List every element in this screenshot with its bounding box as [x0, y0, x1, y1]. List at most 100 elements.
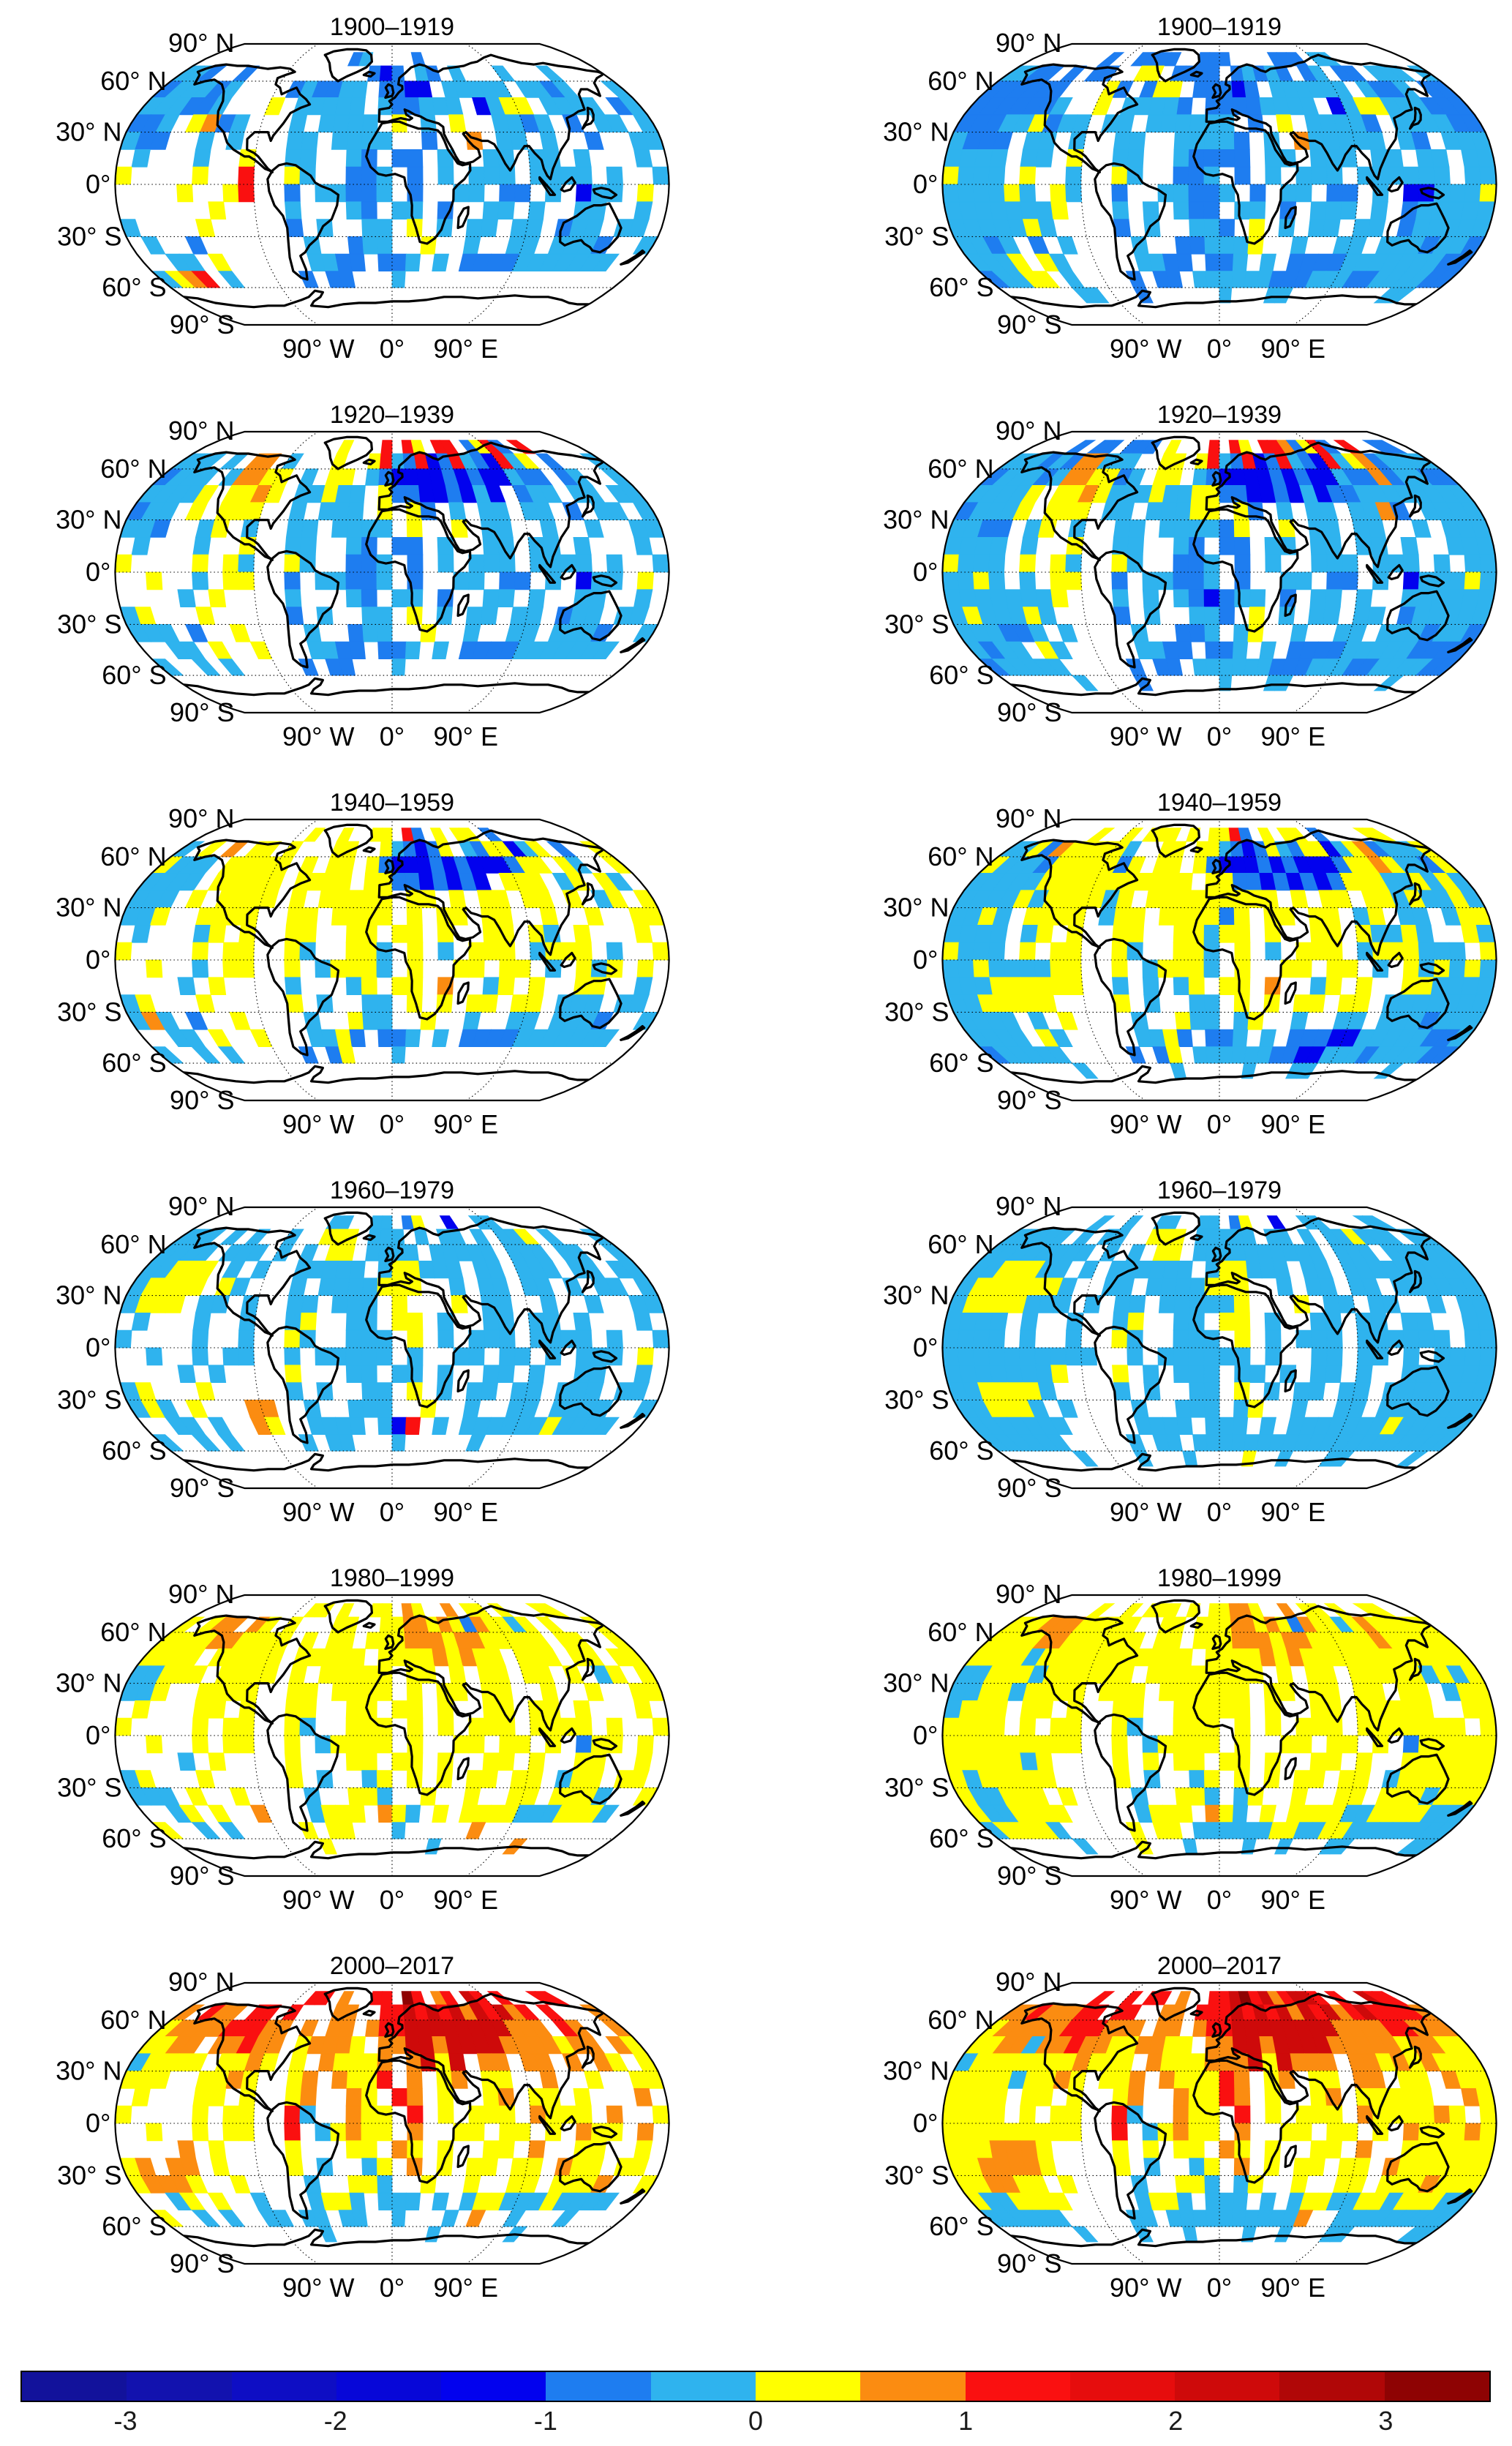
coastline-layer	[1009, 1987, 1473, 2248]
lon-axis-label: 90° E	[1261, 1497, 1325, 1527]
lat-axis-label: 30° N	[56, 505, 121, 535]
lon-axis-label: 90° W	[1110, 334, 1181, 364]
coastline-layer	[182, 1211, 646, 1472]
map-boundary	[941, 1206, 1497, 1490]
lon-axis-label: 90° E	[434, 1109, 498, 1139]
map-title: 1920–1939	[330, 401, 454, 429]
lat-axis-label: 60° N	[928, 454, 993, 484]
lat-axis-label: 90° S	[997, 2248, 1061, 2278]
lat-axis-label: 90° S	[997, 1473, 1061, 1503]
lat-axis-label: 60° S	[929, 1823, 993, 1853]
coastline-layer	[182, 1599, 646, 1860]
lat-axis-label: 60° S	[102, 272, 166, 302]
map-panel-1980-1999-right: 1980–1999 90° N 60° N 30° N 0° 30° S 60° S 90° …	[756, 1551, 1512, 1939]
lon-axis-label: 90° E	[434, 1497, 498, 1527]
lat-axis-label: 60° S	[929, 660, 993, 690]
lat-axis-label: 60° S	[929, 272, 993, 302]
lat-axis-label: 30° N	[883, 893, 949, 923]
lon-axis-label: 90° W	[282, 334, 354, 364]
lon-axis-label: 90° E	[1261, 1109, 1325, 1139]
colorbar-segment-1	[127, 2372, 232, 2401]
lon-axis-label: 90° E	[1261, 334, 1325, 364]
lon-axis-label: 90° W	[1110, 2273, 1181, 2303]
lat-axis-label: 30° N	[56, 893, 121, 923]
coastline-layer	[182, 48, 646, 309]
lat-axis-label: 90° N	[168, 1579, 234, 1609]
colorbar-segment-4	[441, 2372, 546, 2401]
map-panel-1900-1919-left: 1900–1919 90° N 60° N 30° N 0° 30° S 60° S 90° …	[0, 0, 756, 388]
lat-axis-label: 30° S	[884, 221, 949, 251]
lat-axis-label: 30° S	[57, 2160, 121, 2190]
lat-axis-label: 60° N	[928, 2005, 993, 2035]
lat-axis-label: 90° N	[996, 1579, 1061, 1609]
lat-axis-label: 0°	[913, 2108, 938, 2138]
lon-axis-label: 90° E	[1261, 721, 1325, 751]
lat-axis-label: 60° S	[102, 660, 166, 690]
lat-axis-label: 60° S	[102, 1823, 166, 1853]
colorbar-segment-2	[231, 2372, 336, 2401]
coastline-layer	[182, 1987, 646, 2248]
lon-axis-label: 0°	[380, 2273, 405, 2303]
lat-axis-label: 0°	[913, 1720, 938, 1750]
lat-axis-label: 90° N	[168, 1967, 234, 1997]
lat-axis-label: 60° N	[928, 66, 993, 96]
anomaly-cells-layer	[942, 52, 1497, 304]
map-boundary	[941, 430, 1497, 714]
coastline-layer	[182, 823, 646, 1084]
lat-axis-label: 30° S	[57, 1772, 121, 1802]
colorbar-tick-label: -3	[113, 2406, 138, 2436]
coastline-layer	[1009, 48, 1473, 309]
lat-axis-label: 30° S	[57, 1384, 121, 1414]
colorbar-segment-11	[1175, 2372, 1280, 2401]
lat-axis-label: 0°	[86, 169, 110, 199]
lat-axis-label: 90° S	[170, 697, 234, 727]
lat-axis-label: 30° S	[884, 997, 949, 1027]
lat-axis-label: 60° N	[100, 2005, 166, 2035]
lat-axis-label: 30° N	[56, 2056, 121, 2086]
colorbar-segment-12	[1279, 2372, 1385, 2401]
lon-axis-label: 90° E	[434, 1885, 498, 1915]
map-title: 2000–2017	[1157, 1952, 1282, 1980]
map-title: 1940–1959	[330, 789, 454, 817]
lon-axis-label: 90° W	[282, 1497, 354, 1527]
graticule-layer	[942, 1207, 1497, 1488]
lat-axis-label: 90° S	[170, 1861, 234, 1891]
map-boundary	[114, 430, 670, 714]
colorbar-segment-0	[22, 2372, 127, 2401]
map-boundary	[114, 42, 670, 326]
map-panel-1920-1939-right: 1920–1939 90° N 60° N 30° N 0° 30° S 60° S 90° …	[756, 388, 1512, 776]
map-title: 1900–1919	[1157, 13, 1282, 41]
lat-axis-label: 60° N	[100, 454, 166, 484]
anomaly-cells-layer	[115, 1991, 669, 2243]
lat-axis-label: 60° S	[102, 1436, 166, 1466]
lat-axis-label: 0°	[86, 945, 110, 975]
colorbar-segment-9	[965, 2372, 1070, 2401]
lon-axis-label: 90° W	[1110, 721, 1181, 751]
lat-axis-label: 60° N	[100, 66, 166, 96]
lon-axis-label: 90° E	[434, 334, 498, 364]
coastline-layer	[1009, 1599, 1473, 1860]
map-title: 1900–1919	[330, 13, 454, 41]
lon-axis-label: 90° E	[1261, 2273, 1325, 2303]
lat-axis-label: 90° S	[170, 309, 234, 339]
lon-axis-label: 90° E	[434, 721, 498, 751]
map-title: 1980–1999	[330, 1564, 454, 1592]
lon-axis-label: 0°	[380, 1497, 405, 1527]
lon-axis-label: 0°	[1207, 334, 1232, 364]
colorbar-tick-label: -1	[533, 2406, 557, 2436]
map-panel-1980-1999-left: 1980–1999 90° N 60° N 30° N 0° 30° S 60° S 90° …	[0, 1551, 756, 1939]
lat-axis-label: 0°	[86, 1720, 110, 1750]
map-boundary	[941, 1981, 1497, 2265]
lat-axis-label: 30° N	[56, 1668, 121, 1698]
lat-axis-label: 0°	[86, 557, 110, 587]
colorbar-segment-7	[755, 2372, 861, 2401]
map-boundary	[114, 1981, 670, 2265]
lat-axis-label: 30° S	[884, 1772, 949, 1802]
graticule-layer	[115, 1983, 669, 2264]
